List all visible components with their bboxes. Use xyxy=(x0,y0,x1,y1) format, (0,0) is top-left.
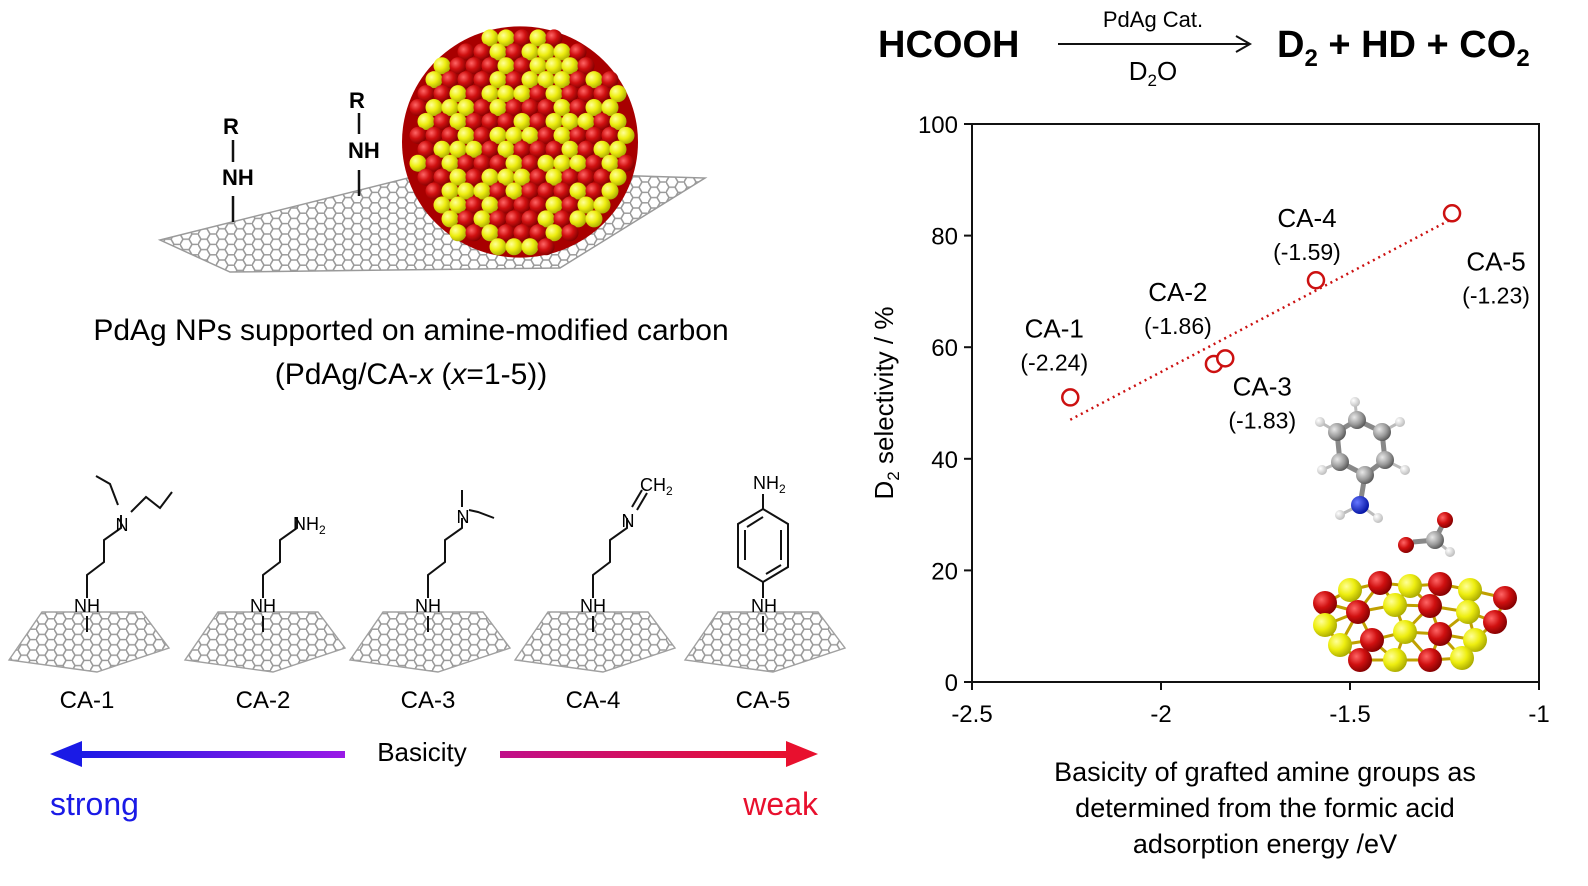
pdag-on-carbon-illustration: R NH R NH PdAg NPs supported on amine-mo… xyxy=(93,26,729,391)
point-energy-label: (-1.86) xyxy=(1144,313,1212,339)
carbon-support-sheet xyxy=(7,611,171,673)
support-label: CA-1 xyxy=(60,687,115,714)
point-label: CA-2 xyxy=(1148,277,1207,307)
plot-frame xyxy=(971,123,1540,683)
strong-label: strong xyxy=(50,786,139,822)
nh-label: NH xyxy=(580,596,606,616)
basicity-arrowhead-left xyxy=(50,741,82,767)
y-tick-label: 100 xyxy=(918,112,958,139)
selectivity-chart: 0 20 40 60 80 100 -2.5 -2 -1.5 -1 CA-1 (-2.24) CA-… xyxy=(869,112,1550,859)
basicity-arrowhead-right xyxy=(786,741,818,767)
ca5-structure xyxy=(737,494,789,598)
support-series: CA-1 CA-2 CA-3 CA-4 CA-5 N NH NH2 NH N NH xyxy=(7,473,847,714)
data-point xyxy=(1306,270,1326,290)
y-tick-label: 0 xyxy=(945,670,958,697)
point-label: CA-1 xyxy=(1025,313,1084,343)
support-label: CA-4 xyxy=(566,687,621,714)
basicity-label: Basicity xyxy=(377,737,467,767)
point-energy-label: (-1.23) xyxy=(1462,282,1530,308)
amine-group-1: R NH xyxy=(222,114,254,222)
solvent-label: D2O xyxy=(1129,56,1177,90)
scheme-caption-line1: PdAg NPs supported on amine-modified car… xyxy=(93,314,728,347)
y-tick-label: 80 xyxy=(931,224,958,251)
nh-label: NH xyxy=(74,596,100,616)
n-label: N xyxy=(622,511,635,531)
x-tick-label: -1 xyxy=(1528,701,1549,728)
point-energy-label: (-1.83) xyxy=(1228,407,1296,433)
ca2-structure xyxy=(262,517,298,598)
pdag-nanoparticle xyxy=(402,26,638,258)
ch2-label: CH2 xyxy=(640,475,673,498)
nh-label: NH xyxy=(415,596,441,616)
point-label: CA-5 xyxy=(1466,246,1525,276)
ca1-structure xyxy=(86,475,173,598)
point-label: CA-4 xyxy=(1277,203,1336,233)
y-axis-label: D2 selectivity / % xyxy=(869,307,903,500)
data-point xyxy=(1061,388,1080,407)
carbon-support-sheet xyxy=(348,611,512,673)
nh-label: NH xyxy=(751,596,777,616)
support-label: CA-2 xyxy=(236,687,291,714)
ca4-structure xyxy=(592,489,648,598)
r-group-label: R xyxy=(223,114,239,139)
y-tick-label: 60 xyxy=(931,335,958,362)
catalyst-label: PdAg Cat. xyxy=(1103,7,1203,32)
y-tick-label: 40 xyxy=(931,447,958,474)
amine-group-2: R NH xyxy=(348,88,380,196)
point-label: CA-3 xyxy=(1233,371,1292,401)
point-energy-label: (-1.59) xyxy=(1273,239,1341,265)
x-tick-label: -2.5 xyxy=(951,701,992,728)
reaction-equation: HCOOH PdAg Cat. D2O D2 + HD + CO2 xyxy=(878,7,1530,90)
x-axis-label-line3: adsorption energy /eV xyxy=(1133,829,1397,859)
support-label: CA-5 xyxy=(736,687,791,714)
data-point xyxy=(1442,204,1462,223)
nh2-label: NH2 xyxy=(293,514,326,537)
reactant-formula: HCOOH xyxy=(878,24,1019,66)
basicity-scale: Basicity strong weak xyxy=(50,737,819,822)
n-label: N xyxy=(116,515,129,535)
adsorption-model-inset xyxy=(1313,397,1517,672)
r-group-label: R xyxy=(349,88,365,113)
x-axis-label-line1: Basicity of grafted amine groups as xyxy=(1054,757,1476,787)
n-label: N xyxy=(457,507,470,527)
nh-label: NH xyxy=(348,138,380,163)
reaction-arrow-head xyxy=(1235,35,1253,53)
products-formula: D2 + HD + CO2 xyxy=(1277,24,1530,72)
x-tick-label: -2 xyxy=(1150,701,1171,728)
carbon-support-sheet xyxy=(183,611,347,673)
carbon-support-sheet xyxy=(513,611,677,673)
nh2-label: NH2 xyxy=(753,473,786,496)
x-axis-label-line2: determined from the formic acid xyxy=(1075,793,1455,823)
y-tick-label: 20 xyxy=(931,558,958,585)
point-energy-label: (-2.24) xyxy=(1020,349,1088,375)
x-tick-label: -1.5 xyxy=(1329,701,1370,728)
ca3-structure xyxy=(427,490,495,598)
weak-label: weak xyxy=(742,786,819,822)
nh-label: NH xyxy=(222,165,254,190)
support-label: CA-3 xyxy=(401,687,456,714)
data-point xyxy=(1216,349,1235,368)
scheme-caption-line2: (PdAg/CA-x (x=1-5)) xyxy=(275,358,548,391)
basicity-arrow-right xyxy=(500,751,790,758)
nh-label: NH xyxy=(250,596,276,616)
carbon-support-sheet xyxy=(683,611,847,673)
basicity-arrow-left xyxy=(75,751,345,758)
